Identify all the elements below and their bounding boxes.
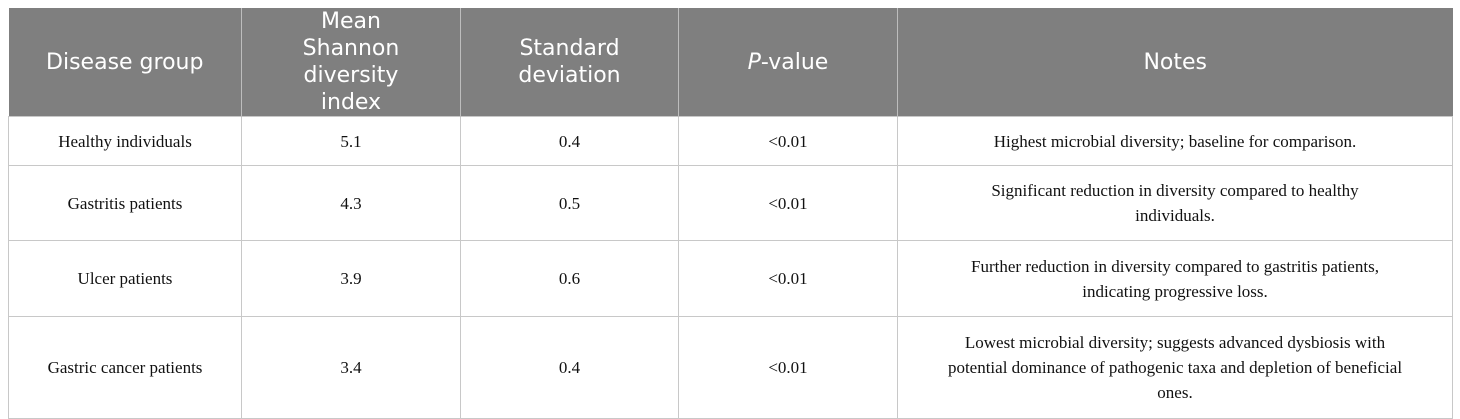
header-cell: P-value (678, 8, 898, 117)
header-text: Mean Shannon diversity index (302, 9, 400, 115)
table-cell: 4.3 (241, 165, 461, 241)
table-row: Ulcer patients 3.9 0.6 <0.01 Further reducti… (8, 240, 1453, 317)
header-text: Standard deviation (518, 36, 621, 88)
table-cell: <0.01 (678, 165, 898, 241)
table-container: Disease group Mean Shannon diversity inde… (8, 8, 1453, 419)
header-row: Disease group Mean Shannon diversity inde… (8, 8, 1453, 117)
table-cell: Gastritis patients (8, 165, 242, 241)
table-cell: Gastric cancer patients (8, 316, 242, 419)
table-cell: 0.6 (460, 240, 679, 317)
table-cell: 5.1 (241, 116, 461, 166)
table-row: Gastritis patients 4.3 0.5 <0.01 Significant… (8, 165, 1453, 241)
page: Disease group Mean Shannon diversity inde… (8, 8, 1453, 419)
notes-cell: Further reduction in diversity compared … (897, 240, 1453, 317)
table-body: Healthy individuals 5.1 0.4 <0.01 Highest mi… (8, 116, 1453, 419)
header-cell: Notes (897, 8, 1453, 117)
table-row: Healthy individuals 5.1 0.4 <0.01 Highest mi… (8, 116, 1453, 166)
notes-cell: Highest microbial diversity; baseline fo… (897, 116, 1453, 166)
data-table: Disease group Mean Shannon diversity inde… (8, 8, 1453, 419)
header-cell: Mean Shannon diversity index (241, 8, 461, 117)
table-cell: <0.01 (678, 316, 898, 419)
notes-text: Lowest microbial diversity; suggests adv… (947, 333, 1403, 402)
table-cell: 0.4 (460, 316, 679, 419)
table-row: Gastric cancer patients 3.4 0.4 <0.01 Lowest… (8, 316, 1453, 419)
table-cell: Ulcer patients (8, 240, 242, 317)
notes-cell: Lowest microbial diversity; suggests adv… (897, 316, 1453, 419)
notes-text: Significant reduction in diversity compa… (991, 181, 1359, 225)
table-cell: 0.4 (460, 116, 679, 166)
table-cell: 3.4 (241, 316, 461, 419)
header-cell: Disease group (8, 8, 242, 117)
notes-text: Further reduction in diversity compared … (971, 256, 1379, 301)
table-cell: 3.9 (241, 240, 461, 317)
table-cell: 0.5 (460, 165, 679, 241)
table-header: Disease group Mean Shannon diversity inde… (8, 8, 1453, 117)
table-cell: <0.01 (678, 116, 898, 166)
table-cell: Healthy individuals (8, 116, 242, 166)
header-cell: Standard deviation (460, 8, 679, 117)
table-cell: <0.01 (678, 240, 898, 317)
notes-cell: Significant reduction in diversity compa… (897, 165, 1453, 241)
